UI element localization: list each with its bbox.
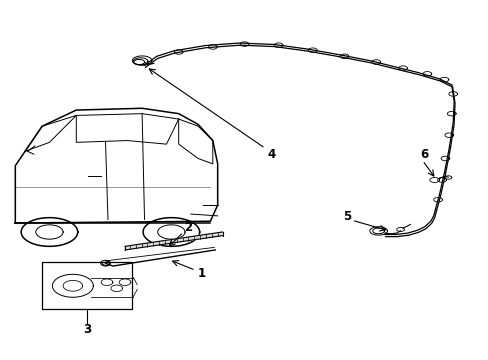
Polygon shape — [178, 119, 212, 164]
Text: 2: 2 — [184, 221, 192, 234]
Text: 4: 4 — [266, 148, 275, 161]
Polygon shape — [111, 285, 122, 292]
Polygon shape — [52, 274, 93, 297]
Bar — [42, 262, 132, 309]
Polygon shape — [101, 260, 110, 266]
Polygon shape — [119, 279, 131, 285]
Polygon shape — [101, 279, 113, 285]
Text: 6: 6 — [419, 148, 427, 161]
Text: 3: 3 — [83, 323, 91, 336]
Polygon shape — [21, 218, 78, 246]
Polygon shape — [15, 108, 217, 223]
Polygon shape — [125, 232, 222, 250]
Text: 5: 5 — [342, 210, 350, 223]
Text: 1: 1 — [197, 267, 205, 280]
Polygon shape — [76, 114, 178, 144]
Polygon shape — [143, 218, 199, 246]
